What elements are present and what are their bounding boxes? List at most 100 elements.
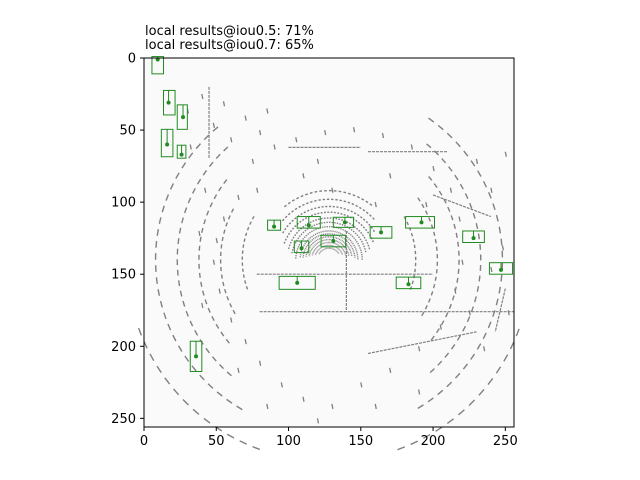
scan-point bbox=[167, 323, 172, 331]
scan-point bbox=[215, 153, 221, 160]
scan-point bbox=[449, 187, 453, 193]
scan-point bbox=[370, 226, 373, 230]
scan-point bbox=[498, 226, 502, 234]
scan-point bbox=[455, 232, 458, 238]
y-tick-label: 150 bbox=[111, 268, 136, 283]
scan-point bbox=[433, 150, 440, 156]
scan-point bbox=[201, 227, 204, 233]
scan-point bbox=[356, 227, 359, 230]
scan-point bbox=[297, 245, 300, 248]
scan-point bbox=[310, 208, 313, 211]
scan-point bbox=[212, 259, 216, 265]
scan-point bbox=[365, 200, 369, 204]
scan-point bbox=[310, 240, 312, 242]
scan-point bbox=[437, 389, 444, 396]
scan-point bbox=[417, 389, 421, 395]
scan-point bbox=[310, 200, 313, 203]
scan-point bbox=[349, 244, 352, 247]
scan-point bbox=[490, 187, 493, 193]
scan-point bbox=[284, 227, 287, 231]
scan-point bbox=[220, 274, 223, 279]
scan-point bbox=[209, 202, 213, 208]
scan-point bbox=[434, 239, 437, 244]
scan-point bbox=[208, 161, 214, 168]
scan-point bbox=[366, 241, 369, 244]
scan-point bbox=[229, 303, 233, 308]
scan-point bbox=[308, 238, 310, 240]
scan-point bbox=[342, 228, 344, 231]
scan-point bbox=[427, 397, 434, 403]
scan-point bbox=[488, 191, 492, 199]
scan-point bbox=[435, 426, 443, 432]
scan-point bbox=[298, 235, 301, 238]
scan-point bbox=[343, 191, 347, 194]
scan-point bbox=[304, 224, 307, 227]
x-tick-label: 50 bbox=[208, 434, 225, 449]
scan-point bbox=[364, 228, 368, 232]
scan-point bbox=[179, 290, 183, 297]
scan-point bbox=[445, 312, 449, 318]
scan-point bbox=[446, 418, 454, 425]
scan-point bbox=[199, 374, 205, 381]
scan-point bbox=[372, 217, 375, 220]
scan-point bbox=[464, 193, 469, 200]
scan-point bbox=[203, 219, 207, 225]
scan-point bbox=[258, 360, 262, 366]
scan-point bbox=[206, 210, 210, 216]
scan-point bbox=[441, 158, 447, 164]
scan-point bbox=[158, 217, 162, 224]
scan-point bbox=[344, 229, 347, 232]
scan-point bbox=[291, 210, 294, 213]
scan-point bbox=[291, 227, 295, 230]
scan-point bbox=[288, 244, 291, 247]
scan-point bbox=[227, 215, 231, 220]
scan-point bbox=[311, 230, 313, 233]
scan-point bbox=[251, 215, 255, 220]
scan-point bbox=[173, 388, 180, 396]
scan-point bbox=[289, 229, 293, 233]
scan-point bbox=[365, 211, 369, 215]
scan-point bbox=[454, 288, 457, 294]
scan-point bbox=[409, 286, 413, 290]
scan-point bbox=[358, 236, 361, 239]
scan-point bbox=[424, 210, 429, 215]
scan-point bbox=[421, 311, 425, 317]
scan-point bbox=[305, 193, 309, 196]
scan-point bbox=[251, 158, 255, 165]
scan-point bbox=[446, 381, 453, 388]
scan-point bbox=[232, 309, 236, 315]
scan-point bbox=[347, 245, 349, 248]
scan-point bbox=[316, 418, 320, 424]
scan-point bbox=[362, 243, 365, 245]
scan-point bbox=[316, 158, 320, 165]
scan-point bbox=[350, 241, 353, 243]
scan-point bbox=[311, 225, 313, 228]
scan-point bbox=[350, 228, 353, 231]
scan-point bbox=[216, 391, 223, 397]
scan-point bbox=[202, 170, 208, 176]
scan-point bbox=[351, 203, 355, 206]
scan-point bbox=[478, 389, 485, 396]
y-tick-label: 0 bbox=[128, 52, 136, 67]
scan-point bbox=[342, 241, 345, 243]
scan-point bbox=[300, 194, 304, 198]
scan-point bbox=[302, 225, 305, 228]
scan-point bbox=[202, 290, 205, 296]
scan-point bbox=[225, 338, 230, 344]
scan-point bbox=[226, 296, 230, 301]
scan-point bbox=[362, 226, 366, 229]
scan-point bbox=[312, 237, 315, 240]
scan-point bbox=[291, 199, 295, 202]
scan-point bbox=[421, 203, 425, 209]
scan-point bbox=[433, 183, 438, 189]
scan-point bbox=[507, 310, 510, 316]
scan-point bbox=[200, 281, 203, 287]
scan-point bbox=[289, 241, 292, 244]
scan-point bbox=[218, 288, 221, 294]
scan-point bbox=[432, 283, 436, 289]
scan-point bbox=[287, 201, 291, 205]
scan-point bbox=[417, 404, 424, 409]
scan-point bbox=[357, 242, 360, 245]
scan-point bbox=[425, 202, 428, 208]
scan-point bbox=[226, 398, 233, 404]
